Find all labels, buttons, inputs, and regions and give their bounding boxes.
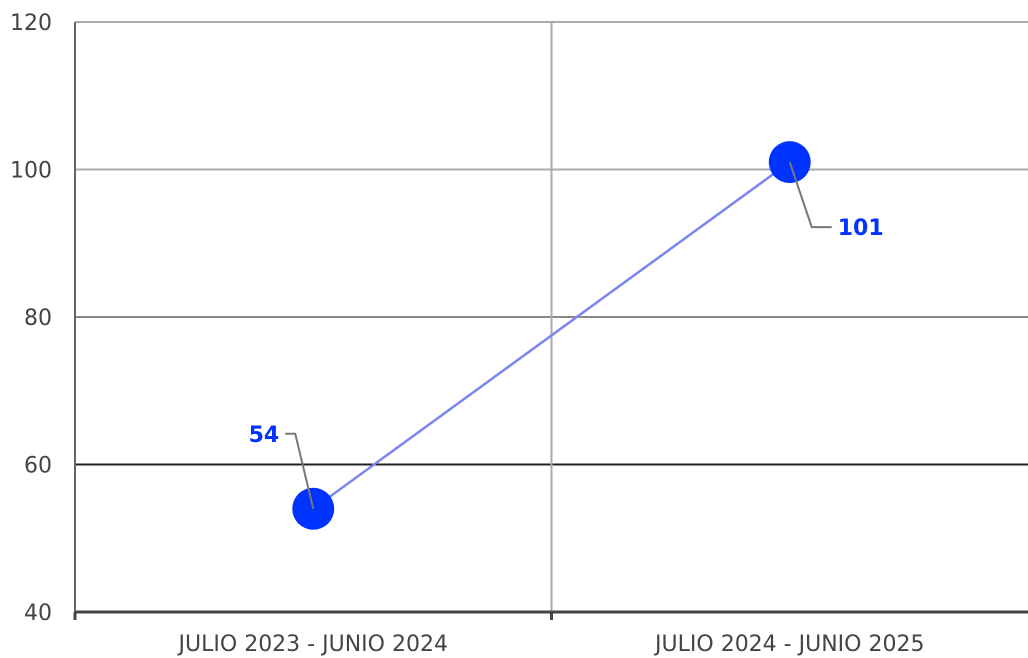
- x-tick-label-0: JULIO 2023 - JUNIO 2024: [177, 632, 448, 657]
- y-tick-label-100: 100: [10, 159, 52, 184]
- y-tick-label-40: 40: [24, 601, 52, 626]
- y-tick-label-120: 120: [10, 11, 52, 36]
- data-label-0: 54: [249, 423, 280, 448]
- x-tick-label-1: JULIO 2024 - JUNIO 2025: [653, 632, 924, 657]
- axis-layer: 40 60 80 100 120 JULIO 2023 - JUNIO 2024 JULIO…: [10, 11, 1028, 657]
- data-label-1: 101: [838, 216, 884, 241]
- leader-line-0: [285, 432, 315, 509]
- y-tick-label-60: 60: [24, 454, 52, 479]
- y-tick-label-80: 80: [24, 306, 52, 331]
- label-layer: 54 101: [249, 161, 884, 509]
- grid-layer: [74, 21, 1028, 612]
- series-line: [312, 161, 791, 510]
- leader-line-1: [788, 161, 832, 229]
